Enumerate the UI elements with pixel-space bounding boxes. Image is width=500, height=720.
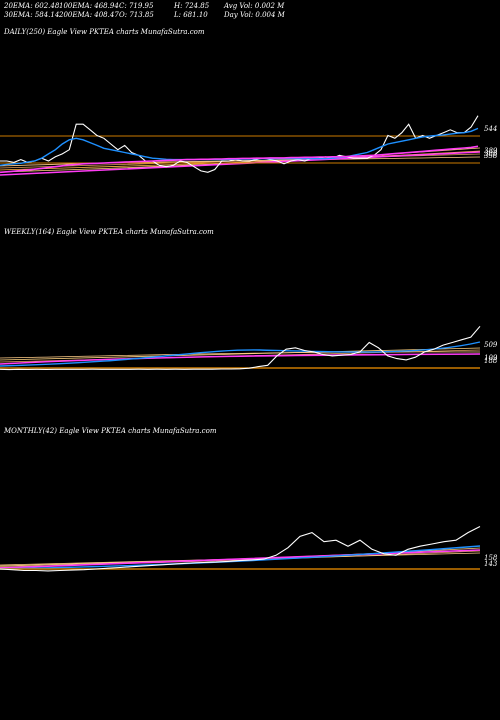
monthly-panel-title: MONTHLY(42) Eagle View PKTEA charts Muna… — [4, 427, 217, 435]
daily-series-0 — [0, 115, 479, 173]
header-row-1: 20EMA: 602.48100EMA: 468.94C: 719.95 H: 7… — [4, 2, 314, 10]
daily-axis-label: 544 — [484, 125, 497, 133]
ema200-readout: 200EMA: 408.47 — [59, 11, 119, 19]
weekly-axis-label: 109 — [484, 354, 498, 362]
ema100-readout: 100EMA: 468.94 — [59, 2, 119, 10]
ema30-readout: 30EMA: 584.14 — [4, 11, 60, 19]
open-readout: O: 713.85 — [119, 11, 154, 19]
high-readout: H: 724.85 — [174, 2, 210, 10]
monthly-axis-label: 158 — [484, 554, 498, 562]
daily-axis-label: 358 — [484, 152, 498, 160]
weekly-ema-ribbon — [0, 341, 481, 367]
day-vol-readout: Day Vol: 0.004 M — [224, 11, 285, 19]
avg-vol-readout: Avg Vol: 0.002 M — [224, 2, 285, 10]
daily-panel-title: DAILY(250) Eagle View PKTEA charts Munaf… — [4, 28, 205, 36]
monthly-axis-label: 143 — [484, 560, 498, 568]
weekly-axis-label: 509 — [484, 341, 498, 349]
close-readout: C: 719.95 — [119, 2, 154, 10]
daily-series-1 — [0, 127, 479, 166]
header-row-2: 30EMA: 584.14200EMA: 408.47O: 713.85 L: 6… — [4, 11, 314, 19]
ema20-readout: 20EMA: 602.48 — [4, 2, 60, 10]
monthly-series-0 — [0, 526, 481, 572]
weekly-series-0 — [0, 325, 481, 371]
daily-axis-label: 389 — [484, 147, 498, 155]
weekly-panel-title: WEEKLY(164) Eagle View PKTEA charts Muna… — [4, 228, 214, 236]
daily-axis-label: 388 — [484, 150, 498, 158]
weekly-axis-label: 188 — [484, 357, 498, 365]
daily-series-2 — [0, 145, 479, 174]
low-readout: L: 681.10 — [174, 11, 208, 19]
